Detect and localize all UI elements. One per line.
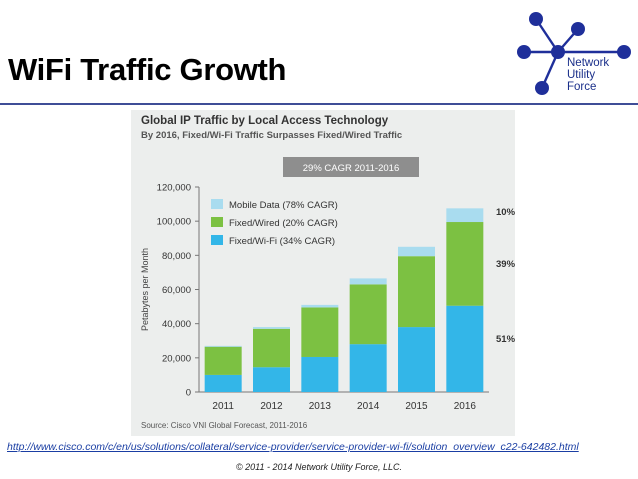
bar-2013-series-2 bbox=[301, 304, 339, 308]
chart-subtitle: By 2016, Fixed/Wi-Fi Traffic Surpasses F… bbox=[141, 130, 402, 141]
source-link[interactable]: http://www.cisco.com/c/en/us/solutions/c… bbox=[7, 441, 579, 453]
y-tick-label: 120,000 bbox=[157, 183, 191, 194]
logo-line-force: Force bbox=[567, 81, 597, 93]
logo-text: Network Utility Force bbox=[567, 57, 609, 93]
bar-2013-series-0 bbox=[301, 356, 339, 392]
bar-2013-series-1 bbox=[301, 307, 339, 357]
bar-2016-series-0 bbox=[446, 305, 484, 392]
bar-2015-series-0 bbox=[398, 327, 435, 392]
logo-line-utility: Utility bbox=[567, 69, 596, 81]
bar-2016-series-1 bbox=[446, 222, 484, 306]
y-axis-label: Petabytes per Month bbox=[140, 248, 150, 331]
y-tick-label: 80,000 bbox=[162, 251, 191, 262]
legend-entry: Fixed/Wi-Fi (34% CAGR) bbox=[229, 236, 335, 247]
bar-2016-series-2 bbox=[446, 208, 484, 223]
slide-title: WiFi Traffic Growth bbox=[8, 52, 287, 87]
copyright-text: © 2011 - 2014 Network Utility Force, LLC… bbox=[235, 462, 403, 472]
bar-2014-series-2 bbox=[349, 278, 387, 285]
chart-source: Source: Cisco VNI Global Forecast, 2011-… bbox=[141, 421, 308, 430]
network-logo-icon bbox=[517, 12, 631, 95]
legend-swatch bbox=[211, 217, 223, 227]
bar-2015-series-2 bbox=[398, 246, 435, 257]
bar-2015-series-1 bbox=[398, 256, 435, 328]
legend-swatch bbox=[211, 235, 223, 245]
logo-line-network: Network bbox=[567, 57, 610, 69]
bar-2014-series-1 bbox=[349, 284, 387, 345]
y-tick-label: 60,000 bbox=[162, 285, 191, 296]
x-tick-label: 2015 bbox=[405, 401, 428, 412]
share-label: 39% bbox=[496, 259, 515, 270]
x-tick-label: 2013 bbox=[309, 401, 332, 412]
bar-2011-series-2 bbox=[204, 345, 242, 347]
stacked-bar-chart: Global IP Traffic by Local Access Techno… bbox=[140, 115, 515, 430]
chart-title: Global IP Traffic by Local Access Techno… bbox=[141, 115, 389, 127]
bar-2012-series-1 bbox=[253, 328, 290, 368]
bar-2011-series-0 bbox=[204, 374, 242, 392]
bar-2012-series-2 bbox=[253, 327, 290, 329]
x-tick-label: 2012 bbox=[260, 401, 283, 412]
y-tick-label: 0 bbox=[186, 388, 191, 399]
y-tick-label: 40,000 bbox=[162, 319, 191, 330]
cagr-banner bbox=[283, 157, 419, 177]
bar-2011-series-1 bbox=[204, 346, 242, 375]
legend-entry: Mobile Data (78% CAGR) bbox=[229, 200, 338, 211]
x-tick-label: 2014 bbox=[357, 401, 380, 412]
logo-nodes bbox=[517, 12, 631, 95]
x-tick-label: 2011 bbox=[212, 401, 234, 412]
y-tick-label: 100,000 bbox=[157, 217, 191, 228]
bar-2014-series-0 bbox=[349, 344, 387, 392]
share-label: 51% bbox=[496, 334, 515, 345]
cagr-banner-text: 29% CAGR 2011-2016 bbox=[303, 163, 399, 174]
bar-2012-series-0 bbox=[253, 367, 290, 392]
legend-swatch bbox=[211, 199, 223, 209]
y-tick-label: 20,000 bbox=[162, 353, 191, 364]
legend-entry: Fixed/Wired (20% CAGR) bbox=[229, 218, 338, 229]
share-label: 10% bbox=[496, 207, 515, 218]
title-divider bbox=[0, 103, 638, 105]
x-tick-label: 2016 bbox=[454, 401, 477, 412]
